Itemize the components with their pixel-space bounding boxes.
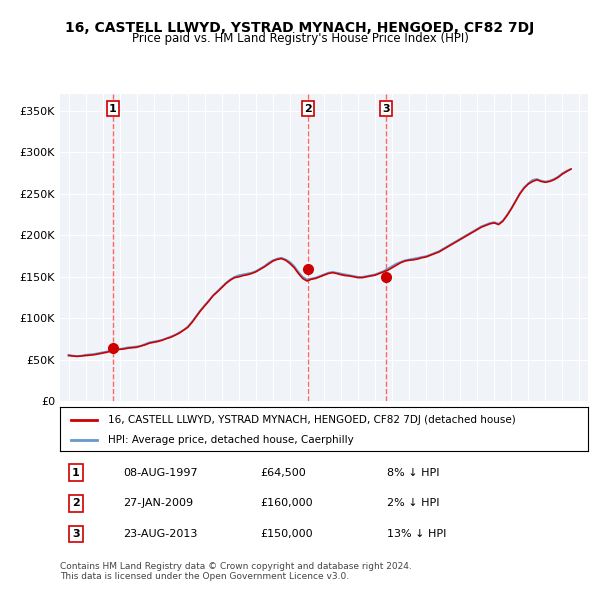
Text: 2: 2 <box>72 499 80 508</box>
Text: £150,000: £150,000 <box>260 529 313 539</box>
Text: 1: 1 <box>109 104 116 114</box>
Text: 3: 3 <box>72 529 80 539</box>
Text: 08-AUG-1997: 08-AUG-1997 <box>124 468 198 477</box>
Text: 23-AUG-2013: 23-AUG-2013 <box>124 529 198 539</box>
Text: £64,500: £64,500 <box>260 468 307 477</box>
Text: £160,000: £160,000 <box>260 499 313 508</box>
Text: HPI: Average price, detached house, Caerphilly: HPI: Average price, detached house, Caer… <box>107 435 353 445</box>
Text: Price paid vs. HM Land Registry's House Price Index (HPI): Price paid vs. HM Land Registry's House … <box>131 32 469 45</box>
Text: 2% ↓ HPI: 2% ↓ HPI <box>388 499 440 508</box>
Text: Contains HM Land Registry data © Crown copyright and database right 2024.
This d: Contains HM Land Registry data © Crown c… <box>60 562 412 581</box>
Text: 2: 2 <box>304 104 312 114</box>
Text: 16, CASTELL LLWYD, YSTRAD MYNACH, HENGOED, CF82 7DJ: 16, CASTELL LLWYD, YSTRAD MYNACH, HENGOE… <box>65 21 535 35</box>
Text: 3: 3 <box>382 104 390 114</box>
Text: 27-JAN-2009: 27-JAN-2009 <box>124 499 193 508</box>
Text: 13% ↓ HPI: 13% ↓ HPI <box>388 529 447 539</box>
Text: 16, CASTELL LLWYD, YSTRAD MYNACH, HENGOED, CF82 7DJ (detached house): 16, CASTELL LLWYD, YSTRAD MYNACH, HENGOE… <box>107 415 515 425</box>
Text: 8% ↓ HPI: 8% ↓ HPI <box>388 468 440 477</box>
Text: 1: 1 <box>72 468 80 477</box>
